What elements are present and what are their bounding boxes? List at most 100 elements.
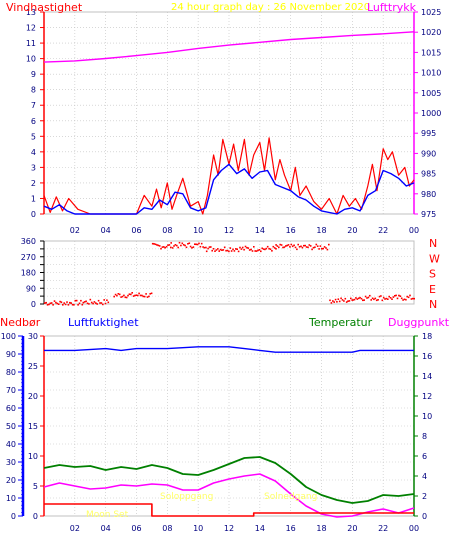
direction-point xyxy=(315,243,318,246)
compass-label: N xyxy=(429,237,437,250)
direction-point xyxy=(232,248,234,251)
direction-point xyxy=(255,250,258,252)
direction-point xyxy=(412,297,414,300)
direction-point xyxy=(222,249,225,251)
direction-point xyxy=(198,242,200,245)
temperature-tick-label: 6 xyxy=(422,452,427,461)
direction-point xyxy=(290,243,293,246)
y-right-tick-label: 995 xyxy=(421,129,436,138)
y-tick-label: 12 xyxy=(26,24,36,33)
direction-point xyxy=(228,250,230,253)
direction-point xyxy=(262,248,265,250)
y-tick-label: 11 xyxy=(26,39,36,48)
direction-point xyxy=(153,243,155,245)
direction-point xyxy=(214,250,216,252)
direction-point xyxy=(53,300,56,302)
direction-point xyxy=(298,246,301,248)
direction-point xyxy=(300,245,302,248)
direction-point xyxy=(171,247,174,249)
direction-point xyxy=(400,297,403,300)
direction-point xyxy=(257,249,259,252)
direction-point xyxy=(374,297,377,300)
direction-point xyxy=(403,298,406,301)
direction-point xyxy=(258,249,261,251)
direction-point xyxy=(96,303,98,305)
temperature-tick-label: 16 xyxy=(422,352,432,361)
direction-point xyxy=(338,300,341,303)
humidity-tick-label: 80 xyxy=(6,368,16,377)
direction-point xyxy=(145,293,147,295)
direction-point xyxy=(345,301,348,303)
direction-point xyxy=(138,292,140,295)
direction-point xyxy=(102,303,104,306)
direction-point xyxy=(253,246,255,248)
x-tick-label: 12 xyxy=(224,226,234,235)
compass-label: N xyxy=(429,298,437,311)
y-tick-label: 1 xyxy=(31,194,36,203)
direction-point xyxy=(332,300,334,302)
y-right-tick-label: 1005 xyxy=(421,89,441,98)
direction-point xyxy=(141,294,143,297)
direction-point xyxy=(123,294,125,297)
direction-point xyxy=(116,294,118,297)
direction-point xyxy=(221,249,223,251)
direction-point xyxy=(341,299,344,301)
y-right-tick-label: 985 xyxy=(421,170,436,179)
y-tick-label: 0 xyxy=(31,210,36,219)
direction-point xyxy=(343,300,345,302)
direction-point xyxy=(114,293,117,296)
direction-point xyxy=(384,298,386,300)
direction-point xyxy=(280,244,283,246)
direction-tick-label: 0 xyxy=(31,300,36,309)
direction-point xyxy=(80,299,82,302)
direction-point xyxy=(163,246,165,248)
direction-point xyxy=(195,243,197,246)
y-right-tick-label: 1015 xyxy=(421,48,441,57)
direction-point xyxy=(60,301,63,303)
direction-point xyxy=(218,250,220,252)
direction-point xyxy=(303,244,305,247)
temperature-tick-label: 14 xyxy=(422,372,432,381)
rain-tick-label: 10 xyxy=(28,452,38,461)
direction-point xyxy=(121,295,124,298)
direction-point xyxy=(78,302,81,305)
direction-point xyxy=(326,248,329,251)
direction-point xyxy=(283,246,286,248)
temperature-line xyxy=(43,456,415,504)
humidity-tick-label: 30 xyxy=(6,458,16,467)
direction-point xyxy=(202,246,204,248)
rain-tick-label: 30 xyxy=(28,332,38,341)
y-right-tick-label: 980 xyxy=(421,190,436,199)
pressure-line xyxy=(43,31,415,63)
direction-point xyxy=(120,296,122,298)
direction-point xyxy=(233,250,236,252)
rain-label: Nedbør xyxy=(0,316,41,329)
temperature-tick-label: 18 xyxy=(422,332,432,341)
compass-label: S xyxy=(429,268,436,281)
direction-point xyxy=(237,250,240,253)
direction-point xyxy=(273,247,276,249)
direction-point xyxy=(289,246,291,248)
rain-tick-label: 5 xyxy=(33,482,38,491)
direction-point xyxy=(240,248,243,250)
direction-point xyxy=(250,248,252,251)
direction-point xyxy=(104,302,107,305)
direction-point xyxy=(86,302,89,305)
direction-point xyxy=(286,244,288,247)
direction-point xyxy=(410,298,413,300)
direction-point xyxy=(64,303,67,306)
direction-point xyxy=(395,294,397,297)
y-tick-label: 6 xyxy=(31,117,36,126)
direction-point xyxy=(352,299,354,301)
direction-point xyxy=(254,250,256,252)
direction-point xyxy=(146,296,149,298)
direction-point xyxy=(150,292,153,295)
direction-point xyxy=(272,245,275,248)
direction-point xyxy=(106,299,108,301)
y-right-tick-label: 990 xyxy=(421,149,436,158)
rain-tick-label: 0 xyxy=(33,512,38,521)
direction-point xyxy=(294,246,297,249)
direction-point xyxy=(75,299,78,302)
direction-point xyxy=(113,295,115,298)
